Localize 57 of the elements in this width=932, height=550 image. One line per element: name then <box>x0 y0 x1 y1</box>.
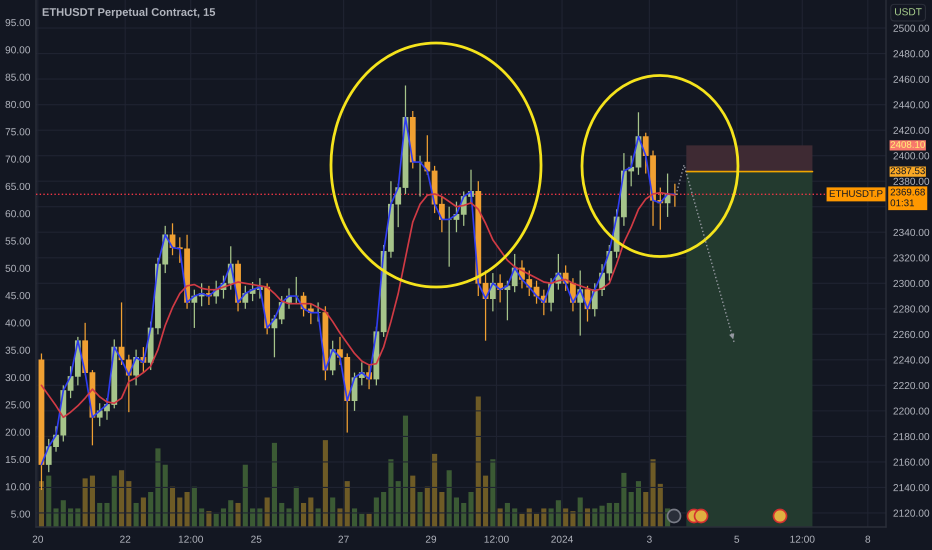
y2-tick-label: 95.00 <box>6 18 30 26</box>
y-tick-label: 2420.00 <box>893 126 930 134</box>
y2-tick-label: 90.00 <box>6 46 30 54</box>
y2-tick-label: 60.00 <box>6 210 30 218</box>
y-tick-label: 2180.00 <box>893 432 930 440</box>
x-tick-label: 8 <box>865 536 870 543</box>
x-tick-label: 20 <box>32 536 44 543</box>
x-tick-label: 3 <box>646 536 652 543</box>
y-tick-label: 2200.00 <box>893 407 930 415</box>
y-tick-label: 2120.00 <box>893 510 930 517</box>
y-tick-label: 2160.00 <box>893 458 930 466</box>
y2-tick-label: 5.00 <box>11 510 30 518</box>
y2-tick-label: 75.00 <box>6 128 30 136</box>
y2-tick-label: 55.00 <box>5 237 30 245</box>
x-tick-label: 2024 <box>551 536 573 543</box>
x-tick-label: 22 <box>120 536 130 543</box>
y-tick-label: 2480.00 <box>893 50 930 58</box>
y2-tick-label: 35.00 <box>5 346 30 354</box>
y-tick-label: 2400.00 <box>893 152 930 160</box>
ref-line-label: ETHUSDT.P <box>830 190 883 197</box>
x-tick-label: 12:00 <box>178 536 203 543</box>
y-tick-label: 2380.00 <box>893 178 930 185</box>
y2-tick-label: 20.00 <box>6 428 30 436</box>
x-tick-label: 12:00 <box>484 536 509 543</box>
y-tick-label: 2320.00 <box>893 254 930 262</box>
y-tick-label: 2240.00 <box>893 356 930 364</box>
x-tick-label: 27 <box>338 536 349 543</box>
y2-tick-label: 50.00 <box>5 264 30 272</box>
y2-tick-label: 15.00 <box>6 456 30 464</box>
y-axis-title: USDT <box>895 8 922 16</box>
text: ETHUSDT Perpetual Contract, 15 <box>42 8 216 18</box>
text: 01:31 <box>890 199 914 206</box>
y2-tick-label: 30.00 <box>5 374 30 382</box>
y-tick-label: 2140.00 <box>893 484 930 492</box>
text: 2408.10 <box>890 141 925 148</box>
y-tick-label: 2440.00 <box>893 101 930 108</box>
text: 2387.53 <box>890 167 925 174</box>
y-tick-label: 2460.00 <box>893 76 930 83</box>
y2-tick-label: 70.00 <box>6 156 30 163</box>
y2-tick-label: 25.00 <box>6 401 30 408</box>
x-tick-label: 5 <box>734 536 740 543</box>
y-tick-label: 2260.00 <box>893 330 930 338</box>
y2-tick-label: 65.00 <box>6 182 30 190</box>
x-tick-label: 12:00 <box>790 536 815 543</box>
y2-tick-label: 80.00 <box>6 100 30 108</box>
y2-tick-label: 45.00 <box>5 292 30 300</box>
y-tick-label: 2280.00 <box>893 305 930 313</box>
x-tick-label: 29 <box>426 536 436 543</box>
y2-tick-label: 40.00 <box>5 319 30 327</box>
text: 2369.68 <box>890 188 925 196</box>
y-tick-label: 2220.00 <box>893 382 930 390</box>
y2-tick-label: 10.00 <box>6 483 30 490</box>
x-tick-label: 25 <box>251 536 262 543</box>
y-tick-label: 2500.00 <box>893 24 930 32</box>
y-tick-label: 2340.00 <box>893 228 930 236</box>
y2-tick-label: 85.00 <box>6 74 30 81</box>
y-tick-label: 2300.00 <box>893 280 930 288</box>
